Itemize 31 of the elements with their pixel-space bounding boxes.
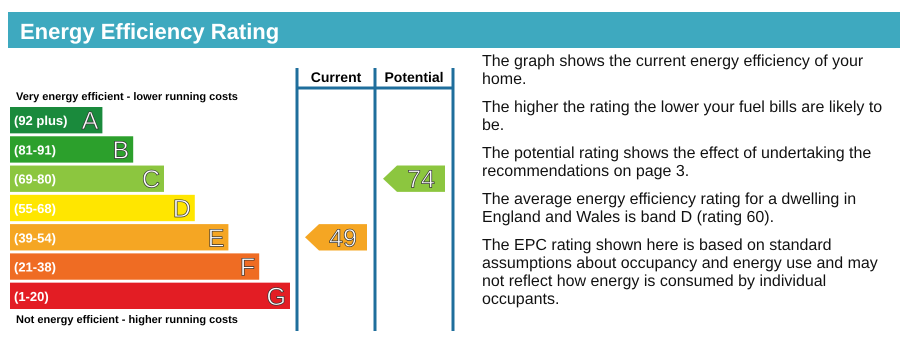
annotation: E xyxy=(208,224,224,252)
category-label: Potential xyxy=(384,69,444,85)
text: Very energy efficient - lower running costs xyxy=(16,91,238,103)
text: The potential rating shows the effect of undertaking the recommendations on page 3. xyxy=(482,145,872,180)
y-tick-label: (81-91) xyxy=(14,142,56,158)
text: Not energy efficient - higher running costs xyxy=(16,314,238,326)
annotation: A xyxy=(82,107,99,136)
bar xyxy=(10,282,290,309)
chart-title: Energy Efficiency Rating xyxy=(20,19,280,44)
text: The higher the rating the lower your fuel bills are likely to be. xyxy=(482,99,882,134)
bar xyxy=(10,166,164,192)
data-label: 49 xyxy=(329,224,357,252)
y-tick-label: (92 plus) xyxy=(14,113,68,128)
text: The graph shows the current energy efficiency of your home. xyxy=(482,53,864,88)
y-tick-label: (69-80) xyxy=(14,172,56,187)
text: The EPC rating shown here is based on standard assumptions about occupancy and energy use and may not reflect how energy is consumed by individual occupants. xyxy=(482,237,878,308)
annotation: F xyxy=(240,254,256,282)
category-label: Current xyxy=(310,69,362,85)
y-tick-label: (39-54) xyxy=(14,230,56,246)
annotation: G xyxy=(266,282,286,311)
bar xyxy=(10,253,260,280)
annotation: B xyxy=(112,136,130,164)
data-label: 74 xyxy=(407,166,435,194)
y-tick-label: (1-20) xyxy=(14,288,49,304)
annotation: D xyxy=(172,195,191,223)
y-tick-label: (55-68) xyxy=(14,201,56,216)
bar xyxy=(10,194,195,222)
annotation: C xyxy=(142,166,160,194)
text: The average energy efficiency rating for a dwelling in England and Wales is band D (rating 60). xyxy=(482,191,856,226)
y-tick-label: (21-38) xyxy=(14,260,56,275)
bar xyxy=(10,224,228,250)
